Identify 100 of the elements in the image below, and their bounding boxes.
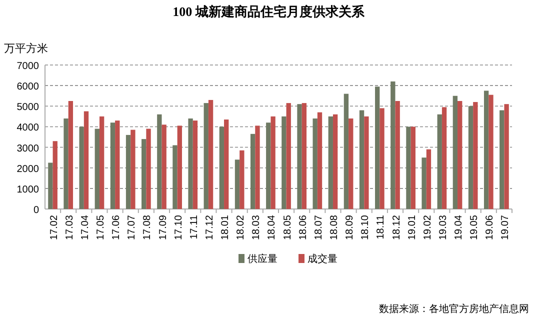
source-note: 数据来源：各地官方房地产信息网 [379, 303, 529, 315]
bar [410, 126, 416, 209]
bar [142, 139, 146, 209]
y-tick-label: 3000 [16, 143, 40, 154]
bar [270, 116, 276, 209]
bar [126, 134, 131, 209]
bar [250, 134, 256, 209]
bar [359, 110, 364, 209]
y-tick-label: 0 [33, 205, 40, 216]
bar [344, 94, 349, 209]
x-tick-label: 17.10 [173, 214, 184, 240]
bar [406, 126, 411, 209]
bar [204, 103, 208, 209]
x-tick-label: 17.04 [80, 214, 91, 240]
x-tick-label: 19.05 [469, 214, 480, 240]
bar [282, 116, 286, 209]
bar [162, 124, 166, 209]
y-tick-label: 1000 [16, 184, 40, 196]
bar [458, 101, 462, 209]
bar [364, 116, 369, 209]
y-axis-title: 万平方米 [4, 42, 48, 55]
bar [192, 120, 198, 209]
bar [468, 106, 474, 209]
bar [380, 108, 384, 209]
legend-label: 成交量 [308, 253, 338, 265]
y-tick-label: 6000 [16, 82, 40, 93]
bar [452, 96, 458, 209]
x-tick-label: 18.01 [220, 214, 232, 240]
bar [426, 149, 432, 209]
x-tick-label: 18.11 [376, 214, 387, 240]
bar [177, 126, 182, 209]
x-tick-label: 19.01 [406, 214, 418, 240]
y-tick-label: 2000 [16, 164, 40, 175]
bar [500, 110, 504, 209]
x-tick-label: 17.11 [188, 214, 200, 240]
x-tick-label: 19.04 [454, 214, 465, 240]
x-tick-label: 19.06 [484, 214, 496, 240]
x-tick-label: 17.02 [48, 214, 60, 240]
x-tick-label: 18.06 [298, 214, 309, 240]
bar [208, 100, 214, 209]
x-tick-label: 18.12 [391, 214, 402, 240]
bar [437, 114, 442, 209]
x-tick-label: 18.03 [251, 214, 262, 240]
x-tick-label: 17.12 [204, 214, 216, 240]
bar [395, 101, 400, 209]
bar [52, 141, 58, 209]
bar [286, 103, 291, 209]
x-tick-label: 19.02 [422, 214, 434, 240]
bar [328, 116, 333, 209]
x-tick-label: 17.08 [142, 214, 154, 240]
bar [266, 122, 271, 209]
bar [332, 114, 338, 209]
x-tick-label: 17.05 [95, 214, 106, 240]
bar [234, 160, 240, 209]
bar [240, 150, 244, 209]
x-tick-label: 18.08 [328, 214, 340, 240]
x-tick-label: 18.10 [360, 214, 372, 240]
bar [488, 94, 494, 209]
bar [146, 128, 151, 209]
chart-title: 100 城新建商品住宅月度供求关系 [172, 4, 366, 19]
bar [48, 162, 53, 209]
bar [484, 90, 489, 209]
bar [110, 122, 116, 209]
x-tick-label: 17.09 [158, 214, 169, 240]
bar [504, 104, 509, 209]
bar [94, 128, 100, 209]
bar [442, 107, 447, 209]
bar [188, 118, 193, 209]
x-tick-label: 19.07 [500, 214, 512, 240]
bar [64, 118, 68, 209]
bar [219, 126, 224, 209]
bar [348, 118, 354, 209]
bar [115, 120, 120, 209]
y-tick-label: 4000 [16, 122, 40, 134]
x-tick-label: 18.09 [344, 214, 356, 240]
x-tick-label: 17.03 [64, 214, 76, 240]
bar [375, 86, 380, 209]
y-tick-label: 5000 [16, 102, 40, 114]
bar [312, 118, 318, 209]
x-tick-label: 18.05 [282, 214, 294, 240]
bar [255, 126, 260, 209]
bar [422, 158, 426, 209]
bar [302, 103, 307, 209]
x-tick-label: 18.04 [266, 214, 278, 240]
y-tick-label: 7000 [16, 61, 40, 72]
bar [473, 102, 478, 209]
x-tick-label: 18.02 [236, 214, 247, 240]
bar [68, 101, 74, 209]
x-tick-label: 19.03 [438, 214, 449, 240]
bar [317, 112, 322, 209]
bar [172, 145, 178, 209]
x-tick-label: 18.07 [313, 214, 324, 240]
bar [130, 130, 136, 209]
bar [157, 114, 162, 209]
bar [79, 126, 84, 209]
bar [84, 111, 89, 209]
bar [99, 116, 104, 209]
bar [224, 120, 229, 209]
x-tick-label: 17.07 [126, 214, 138, 240]
bar [297, 104, 302, 209]
